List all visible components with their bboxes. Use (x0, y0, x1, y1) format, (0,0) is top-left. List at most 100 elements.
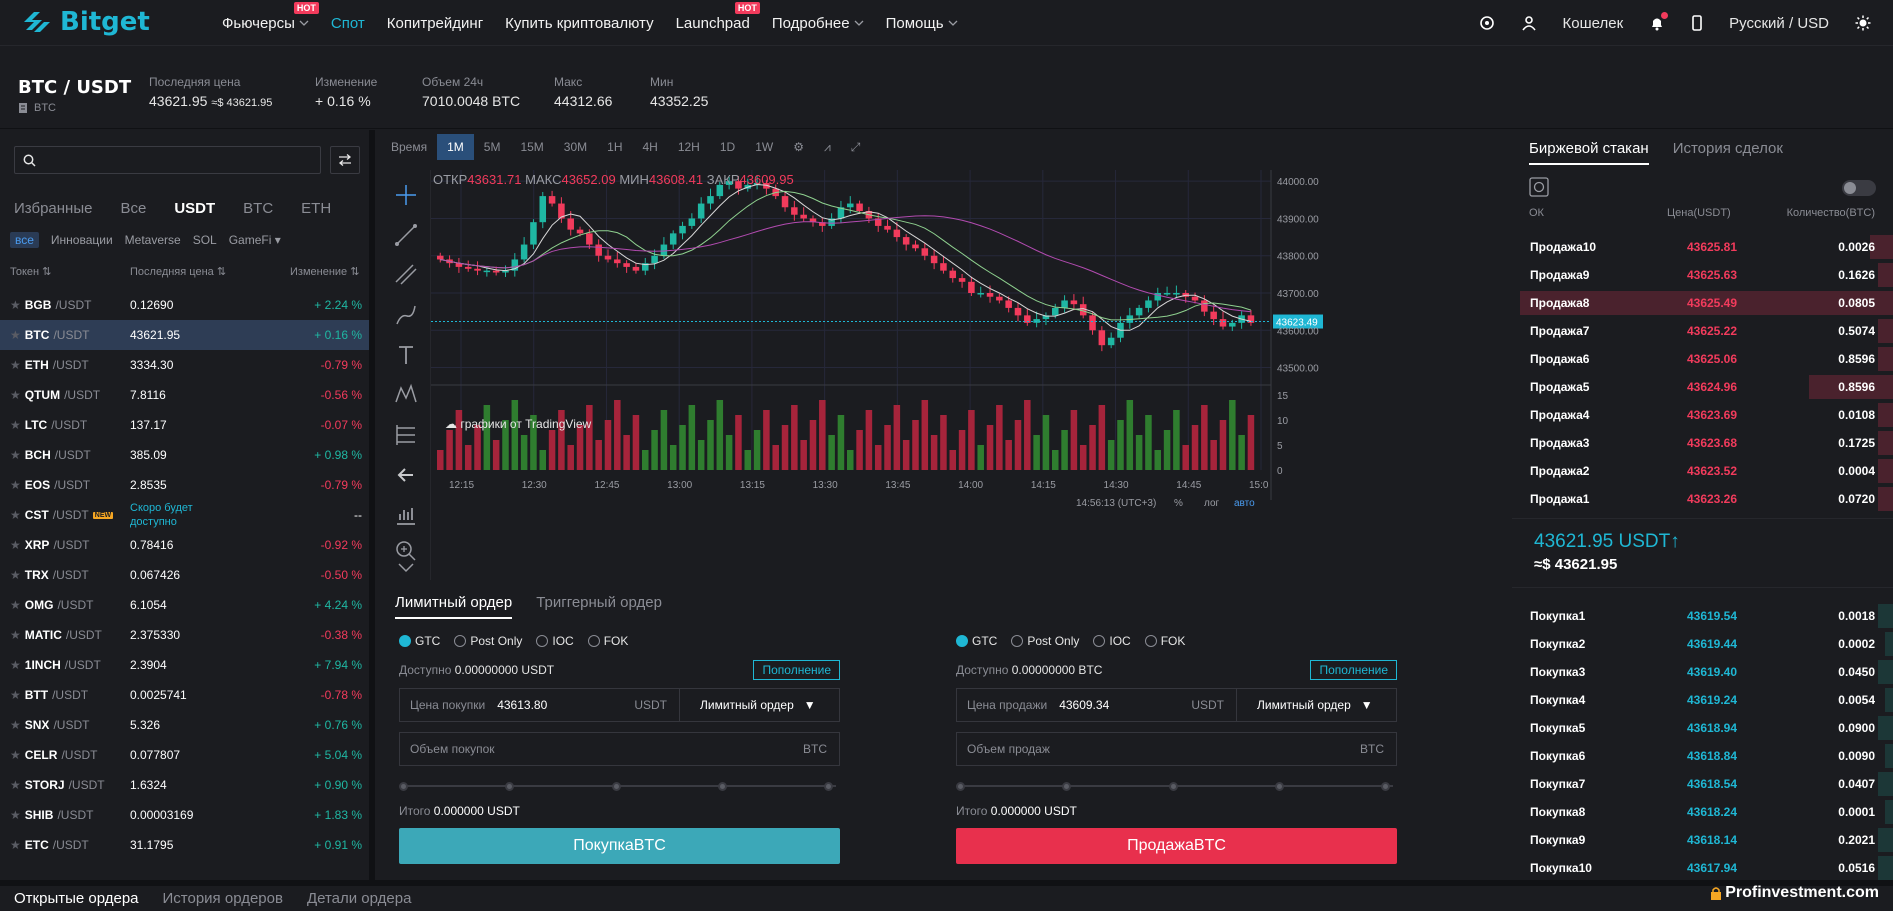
col-price[interactable]: Последняя цена ⇅ (130, 266, 227, 278)
bid-row[interactable]: Покупка7 43618.54 0.0407 (1512, 770, 1893, 798)
bid-row[interactable]: Покупка10 43617.94 0.0516 (1512, 854, 1893, 882)
timeframe-1[interactable]: 1M (437, 134, 474, 160)
market-row[interactable]: ★ OMG/USDT 6.1054 + 4.24 % (0, 590, 369, 620)
orders-tab[interactable]: Детали ордера (306, 890, 412, 907)
pattern-icon[interactable] (393, 382, 419, 408)
slider-step[interactable] (1381, 782, 1390, 791)
book-tab[interactable]: Биржевой стакан (1529, 140, 1649, 165)
market-tab[interactable]: ETH (301, 200, 332, 217)
order-type-tab[interactable]: Триггерный ордер (536, 594, 662, 611)
col-token[interactable]: Токен ⇅ (10, 266, 52, 278)
order-type-select[interactable]: Лимитный ордер ▼ (679, 689, 839, 721)
phone-icon[interactable] (1691, 15, 1703, 31)
favorite-star-icon[interactable]: ★ (10, 568, 21, 582)
indicator-icon[interactable] (393, 502, 419, 528)
tif-option-post-only[interactable]: Post Only (454, 634, 522, 648)
buy-amount-input[interactable]: Объем покупок BTC (399, 732, 840, 766)
market-row[interactable]: ★ BTT/USDT 0.0025741 -0.78 % (0, 680, 369, 710)
scale-option[interactable]: % (1174, 498, 1183, 509)
slider-step[interactable] (717, 782, 727, 791)
nav-link-3[interactable]: Купить криптовалюту (505, 15, 653, 32)
favorite-star-icon[interactable]: ★ (10, 508, 21, 522)
market-row[interactable]: ★ QTUM/USDT 7.8116 -0.56 % (0, 380, 369, 410)
fullscreen-icon[interactable]: ⤢ (850, 139, 861, 154)
market-subtab[interactable]: Инновации (50, 233, 113, 247)
amount-slider[interactable] (399, 780, 840, 792)
favorite-star-icon[interactable]: ★ (10, 658, 21, 672)
indicators-icon[interactable]: ⩘ (823, 139, 831, 154)
tif-option-fok[interactable]: FOK (1144, 634, 1185, 648)
user-icon[interactable] (1521, 15, 1537, 31)
fib-tool-icon[interactable] (393, 262, 419, 288)
candlestick-chart[interactable]: 43623.49 44000.00 43900.00 43800.00 43700.00… (431, 170, 1506, 580)
ask-row[interactable]: Продажа4 43623.69 0.0108 (1512, 401, 1893, 429)
market-search-input[interactable] (14, 146, 321, 174)
market-row[interactable]: ★ SNX/USDT 5.326 + 0.76 % (0, 710, 369, 740)
favorite-star-icon[interactable]: ★ (10, 448, 21, 462)
bid-row[interactable]: Покупка5 43618.94 0.0900 (1512, 714, 1893, 742)
theme-toggle-icon[interactable] (1855, 15, 1871, 31)
favorite-star-icon[interactable]: ★ (10, 328, 21, 342)
slider-step[interactable] (1274, 782, 1284, 791)
timeframe-6[interactable]: 4H (642, 140, 658, 154)
ask-row[interactable]: Продажа9 43625.63 0.1626 (1512, 261, 1893, 289)
slider-step[interactable] (1062, 782, 1072, 791)
favorite-star-icon[interactable]: ★ (10, 538, 21, 552)
nav-link-4[interactable]: Launchpad HOT (676, 1, 760, 32)
tif-option-fok[interactable]: FOK (587, 634, 628, 648)
favorite-star-icon[interactable]: ★ (10, 298, 21, 312)
settings-icon[interactable]: ⚙ (793, 140, 804, 154)
tif-option-post-only[interactable]: Post Only (1011, 634, 1079, 648)
market-row[interactable]: ★ BGB/USDT 0.12690 + 2.24 % (0, 290, 369, 320)
slider-step[interactable] (505, 782, 515, 791)
timeframe-8[interactable]: 1D (719, 140, 736, 154)
market-row[interactable]: ★ XRP/USDT 0.78416 -0.92 % (0, 530, 369, 560)
orders-tab[interactable]: История ордеров (162, 890, 283, 907)
bell-icon[interactable] (1649, 12, 1669, 31)
nav-link-2[interactable]: Копитрейдинг (387, 15, 483, 32)
market-row[interactable]: ★ MATIC/USDT 2.375330 -0.38 % (0, 620, 369, 650)
favorite-star-icon[interactable]: ★ (10, 688, 21, 702)
buy-price-input[interactable]: Цена покупки 43613.80 USDT Лимитный ордер ▼ (399, 688, 840, 722)
ask-row[interactable]: Продажа3 43623.68 0.1725 (1512, 429, 1893, 457)
collapse-arrow-icon[interactable] (393, 462, 419, 488)
favorite-star-icon[interactable]: ★ (10, 628, 21, 642)
market-tab[interactable]: USDT (174, 200, 216, 217)
slider-step[interactable] (611, 782, 621, 791)
ask-row[interactable]: Продажа7 43625.22 0.5074 (1512, 317, 1893, 345)
market-row[interactable]: ★ CELR/USDT 0.077807 + 5.04 % (0, 740, 369, 770)
text-tool-icon[interactable] (393, 342, 419, 368)
ask-row[interactable]: Продажа1 43623.26 0.0720 (1512, 485, 1893, 513)
slider-step[interactable] (1168, 782, 1178, 791)
favorite-star-icon[interactable]: ★ (10, 358, 21, 372)
book-layout-icon[interactable] (1529, 177, 1549, 197)
crosshair-icon[interactable] (393, 182, 419, 208)
nav-link-1[interactable]: Спот (331, 15, 365, 32)
sell-submit-button[interactable]: ПродажаBTC (956, 828, 1397, 864)
market-row[interactable]: ★ ETC/USDT 31.1795 + 0.91 % (0, 830, 369, 860)
deposit-button[interactable]: Пополнение (1310, 660, 1397, 680)
bid-row[interactable]: Покупка6 43618.84 0.0090 (1512, 742, 1893, 770)
nav-link-0[interactable]: Фьючерсы HOT (222, 1, 319, 32)
market-row[interactable]: ★ BCH/USDT 385.09 + 0.98 % (0, 440, 369, 470)
market-row[interactable]: ★ ETH/USDT 3334.30 -0.79 % (0, 350, 369, 380)
market-subtab[interactable]: SOL (192, 233, 217, 247)
timeframe-4[interactable]: 30M (563, 140, 588, 154)
bid-row[interactable]: Покупка9 43618.14 0.2021 (1512, 826, 1893, 854)
market-row[interactable]: ★ EOS/USDT 2.8535 -0.79 % (0, 470, 369, 500)
sell-price-input[interactable]: Цена продажи 43609.34 USDT Лимитный ордер ▼ (956, 688, 1397, 722)
bid-row[interactable]: Покупка1 43619.54 0.0018 (1512, 602, 1893, 630)
ask-row[interactable]: Продажа2 43623.52 0.0004 (1512, 457, 1893, 485)
timeframe-7[interactable]: 12H (677, 140, 700, 154)
bid-row[interactable]: Покупка2 43619.44 0.0002 (1512, 630, 1893, 658)
market-subtab[interactable]: Metaverse (124, 233, 181, 247)
deposit-button[interactable]: Пополнение (753, 660, 840, 680)
swap-button[interactable] (330, 146, 360, 174)
wallet-link[interactable]: Кошелек (1562, 14, 1624, 32)
timeframe-9[interactable]: 1W (755, 140, 774, 154)
ask-row[interactable]: Продажа8 43625.49 0.0805 (1512, 289, 1893, 317)
ask-row[interactable]: Продажа10 43625.81 0.0026 (1512, 233, 1893, 261)
favorite-star-icon[interactable]: ★ (10, 808, 21, 822)
amount-slider[interactable] (956, 780, 1397, 792)
market-row[interactable]: ★ SHIB/USDT 0.00003169 + 1.83 % (0, 800, 369, 830)
